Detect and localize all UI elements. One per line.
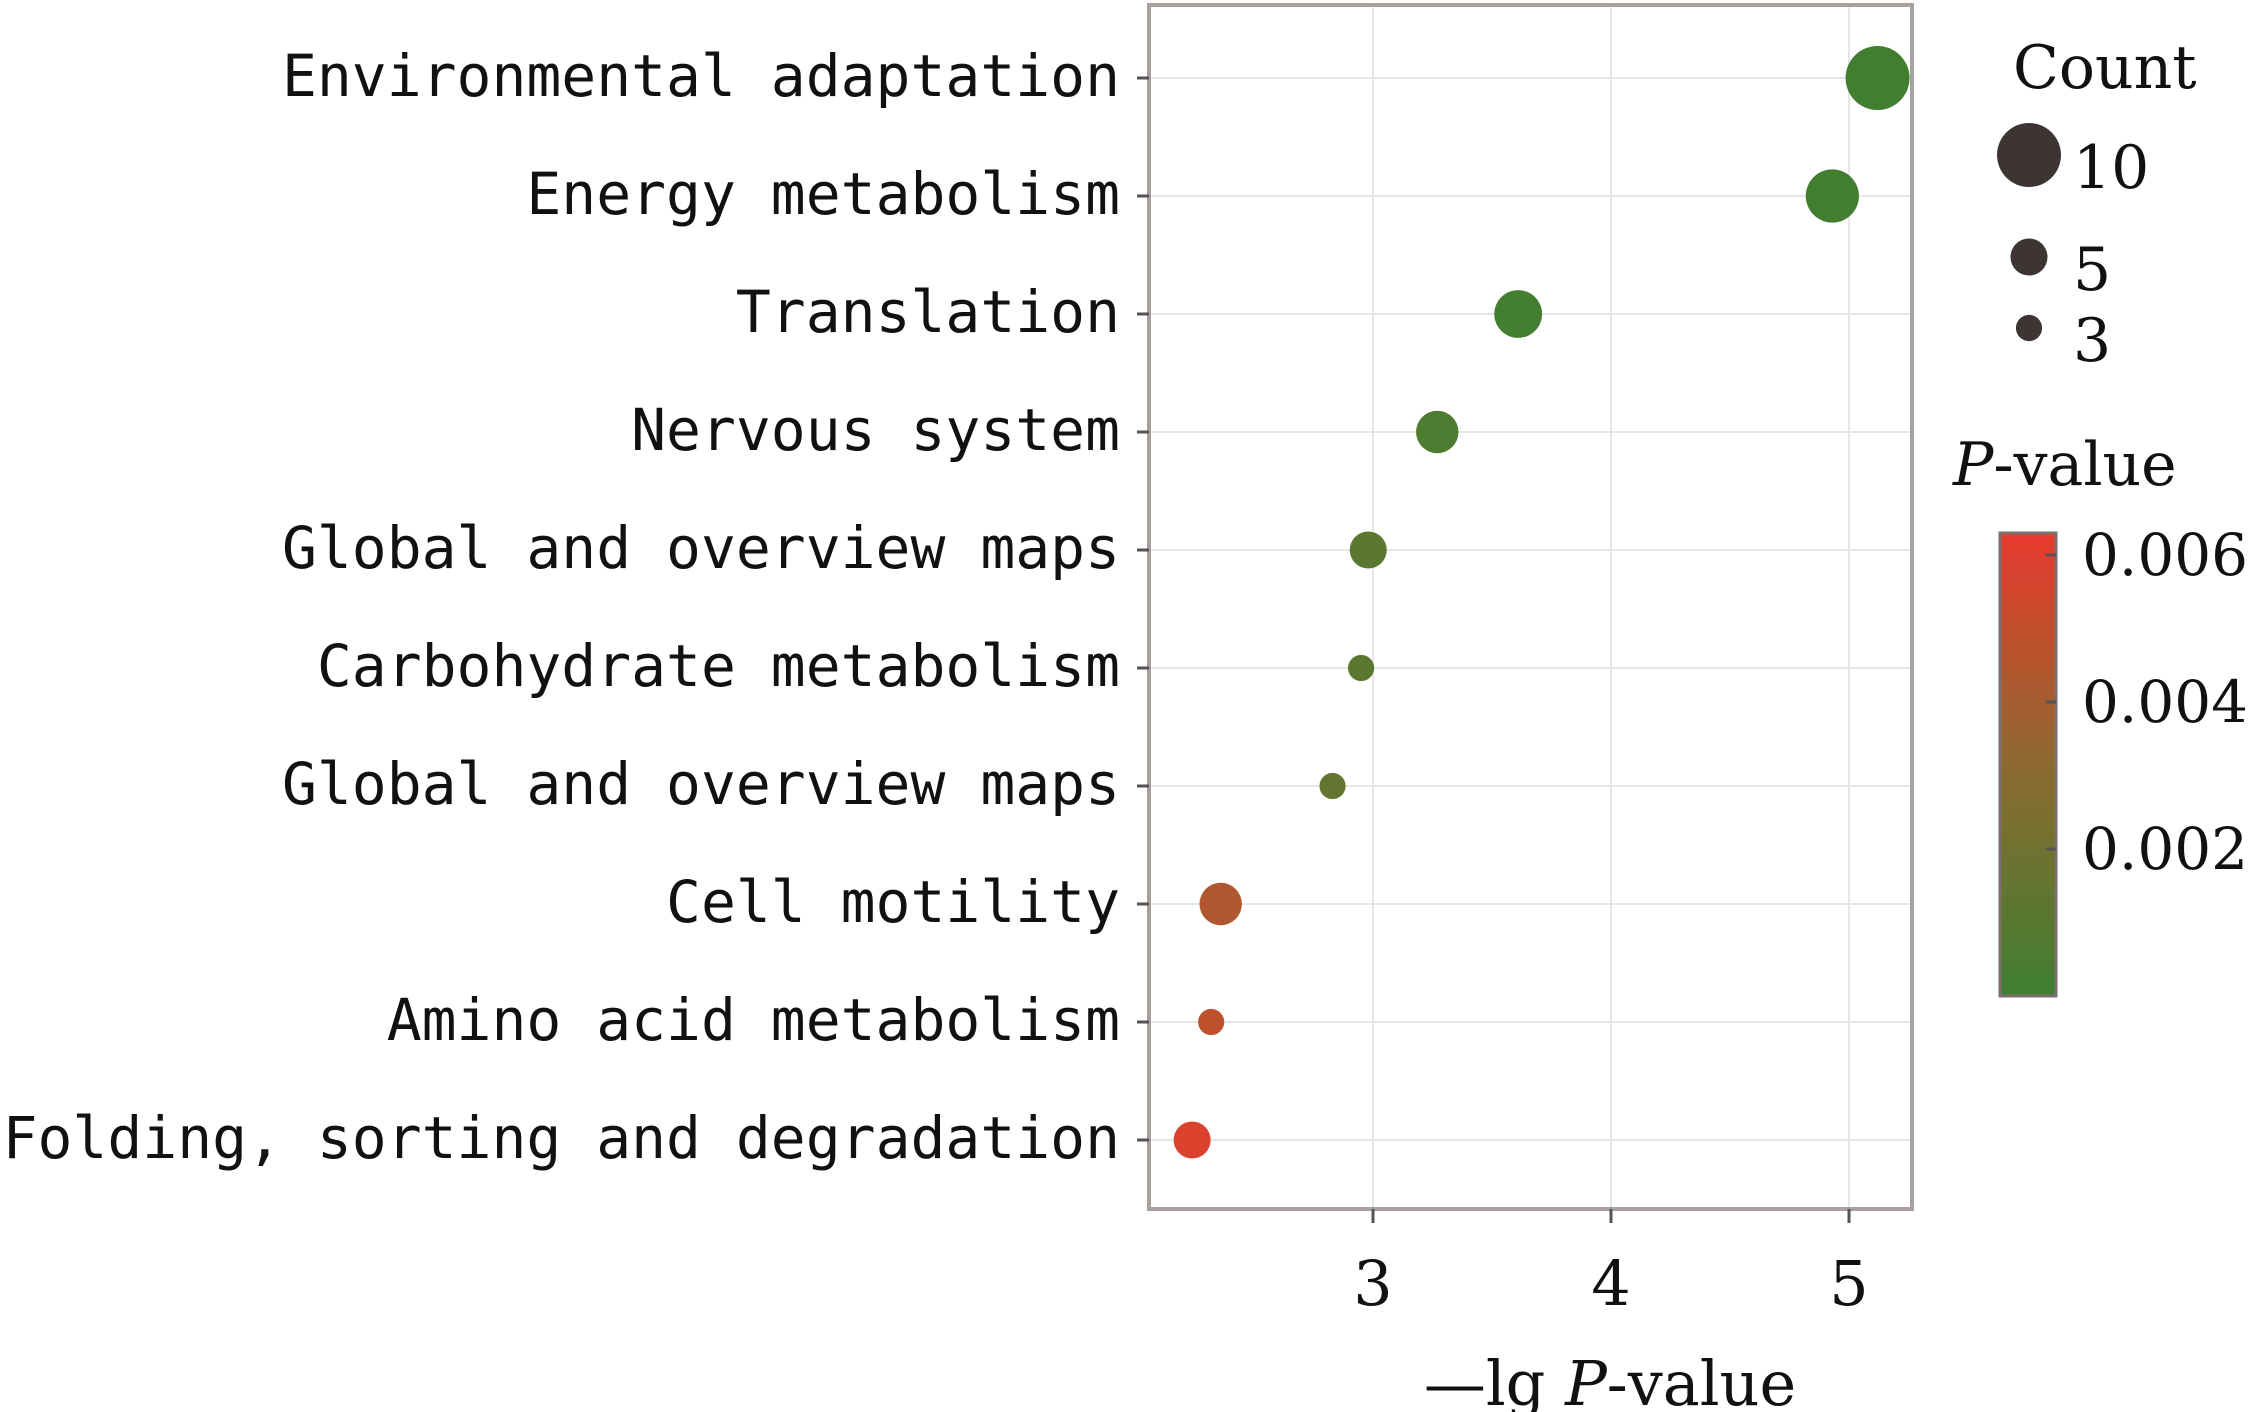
data-points — [1173, 46, 1910, 1159]
category-label: Amino acid metabolism — [387, 986, 1120, 1054]
category-label: Translation — [736, 278, 1120, 346]
x-tick-label: 3 — [1353, 1247, 1392, 1320]
size-legend-title: Count — [2013, 33, 2196, 103]
category-axis: Environmental adaptation Energy metabolis… — [3, 42, 1149, 1172]
data-point — [1173, 1121, 1211, 1159]
data-point — [1349, 531, 1387, 569]
plot-panel-border — [1147, 3, 1914, 1211]
data-point — [1805, 169, 1859, 223]
size-legend-label: 10 — [2073, 133, 2149, 203]
x-tick-label: 5 — [1829, 1247, 1868, 1320]
x-tick-label: 4 — [1591, 1247, 1630, 1320]
colorbar-tick-label: 0.006 — [2082, 521, 2248, 589]
colorbar — [1998, 531, 2058, 998]
data-point — [1198, 1008, 1225, 1036]
category-label: Cell motility — [666, 868, 1120, 936]
category-label: Global and overview maps — [282, 750, 1120, 818]
data-point — [1199, 882, 1242, 926]
data-point — [1348, 654, 1375, 682]
size-legend: Count 10 53 — [1997, 33, 2196, 376]
size-legend-key — [2015, 314, 2043, 342]
data-point — [1416, 410, 1459, 454]
size-legend-key — [1997, 123, 2061, 187]
grid-layer — [1149, 5, 1912, 1209]
size-legend-label: 3 — [2073, 306, 2111, 376]
category-label: Global and overview maps — [282, 514, 1120, 582]
category-label: Carbohydrate metabolism — [317, 632, 1120, 700]
x-axis-title: —lg P-value — [1424, 1347, 1796, 1412]
color-legend-title: P-value — [1952, 430, 2177, 500]
x-axis: 3 4 5 — [1353, 1209, 1869, 1320]
category-label: Folding, sorting and degradation — [3, 1104, 1120, 1172]
color-legend: P-value 0.006 0.004 0.002 — [1952, 430, 2248, 998]
data-point — [1494, 290, 1543, 338]
category-label: Energy metabolism — [526, 160, 1120, 228]
data-point — [1845, 46, 1910, 110]
size-legend-key — [2010, 238, 2048, 276]
data-point — [1319, 772, 1346, 800]
category-label: Environmental adaptation — [282, 42, 1120, 110]
size-legend-label: 5 — [2073, 235, 2111, 305]
colorbar-tick-label: 0.004 — [2082, 668, 2248, 736]
category-label: Nervous system — [631, 396, 1120, 464]
colorbar-tick-label: 0.002 — [2082, 815, 2248, 883]
